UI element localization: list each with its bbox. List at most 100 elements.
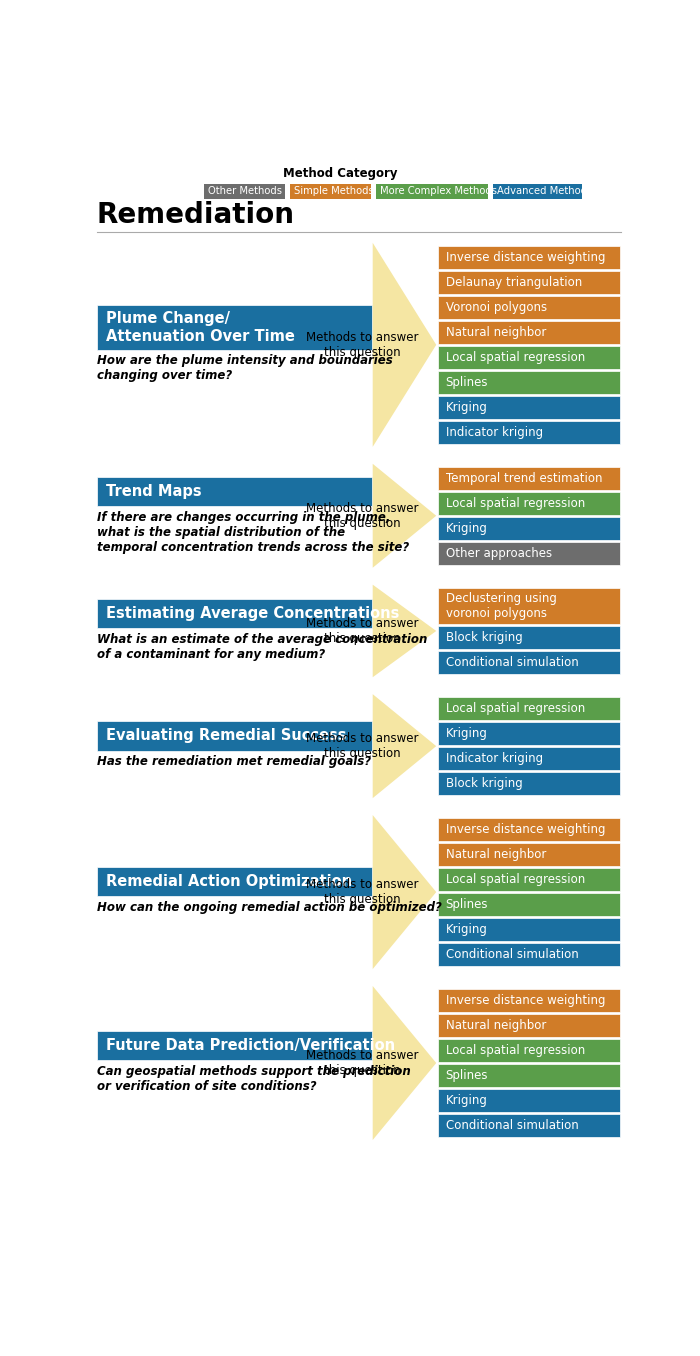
Text: Inverse distance weighting: Inverse distance weighting	[445, 823, 605, 837]
Bar	[438, 466, 620, 490]
Text: Splines: Splines	[445, 898, 488, 911]
Text: Methods to answer
this question: Methods to answer this question	[306, 617, 419, 645]
Polygon shape	[372, 986, 436, 1140]
Text: Other Methods: Other Methods	[209, 186, 282, 197]
Bar	[97, 477, 372, 506]
Text: Methods to answer
this question: Methods to answer this question	[306, 1050, 419, 1077]
Polygon shape	[372, 815, 436, 970]
Text: Natural neighbor: Natural neighbor	[445, 848, 546, 861]
Text: Plume Change/
Attenuation Over Time: Plume Change/ Attenuation Over Time	[106, 312, 295, 343]
Bar	[438, 296, 620, 319]
Text: Kriging: Kriging	[445, 727, 487, 740]
Bar	[97, 721, 372, 751]
Bar	[438, 245, 620, 268]
Text: Evaluating Remedial Success: Evaluating Remedial Success	[106, 728, 346, 743]
Bar	[493, 183, 582, 199]
Bar	[438, 747, 620, 770]
Bar	[97, 305, 372, 350]
Text: Natural neighbor: Natural neighbor	[445, 1018, 546, 1032]
Text: Can geospatial methods support the prediction
or verification of site conditions: Can geospatial methods support the predi…	[97, 1064, 410, 1093]
Bar	[438, 1014, 620, 1037]
Bar	[438, 542, 620, 564]
Text: Remediation: Remediation	[97, 201, 295, 229]
Polygon shape	[372, 464, 436, 568]
Bar	[438, 894, 620, 915]
Text: Method Category: Method Category	[283, 167, 398, 179]
Bar	[97, 1031, 372, 1060]
Text: Methods to answer
this question: Methods to answer this question	[306, 732, 419, 761]
Polygon shape	[372, 694, 436, 799]
Bar	[97, 868, 372, 896]
Text: Indicator kriging: Indicator kriging	[445, 753, 542, 765]
Text: Simple Methods: Simple Methods	[295, 186, 374, 197]
Polygon shape	[372, 243, 436, 447]
Text: Local spatial regression: Local spatial regression	[445, 1044, 584, 1056]
Bar	[438, 1064, 620, 1088]
Text: How can the ongoing remedial action be optimized?: How can the ongoing remedial action be o…	[97, 902, 442, 914]
Text: Trend Maps: Trend Maps	[106, 484, 202, 499]
Text: Splines: Splines	[445, 1069, 488, 1082]
Text: Kriging: Kriging	[445, 401, 487, 414]
Bar	[438, 723, 620, 744]
Text: Future Data Prediction/Verification: Future Data Prediction/Verification	[106, 1039, 395, 1054]
Bar	[438, 517, 620, 540]
Text: Local spatial regression: Local spatial regression	[445, 496, 584, 510]
Text: Declustering using
voronoi polygons: Declustering using voronoi polygons	[445, 593, 556, 620]
Bar	[438, 697, 620, 720]
Bar	[97, 599, 372, 628]
Text: Local spatial regression: Local spatial regression	[445, 873, 584, 885]
Text: Kriging: Kriging	[445, 1094, 487, 1106]
Bar	[438, 321, 620, 343]
Bar	[376, 183, 488, 199]
Bar	[438, 626, 620, 650]
Text: Splines: Splines	[445, 376, 488, 389]
Text: Inverse distance weighting: Inverse distance weighting	[445, 251, 605, 263]
Text: How are the plume intensity and boundaries
changing over time?: How are the plume intensity and boundari…	[97, 354, 393, 382]
Text: Kriging: Kriging	[445, 923, 487, 936]
Bar	[438, 587, 620, 624]
Text: Estimating Average Concentrations: Estimating Average Concentrations	[106, 606, 400, 621]
Text: Advanced Methods: Advanced Methods	[498, 186, 593, 197]
Text: Voronoi polygons: Voronoi polygons	[445, 301, 547, 313]
Text: Indicator kriging: Indicator kriging	[445, 426, 542, 439]
Bar	[438, 1039, 620, 1062]
Text: Kriging: Kriging	[445, 522, 487, 534]
Bar	[438, 396, 620, 419]
Text: Methods to answer
this question: Methods to answer this question	[306, 331, 419, 359]
Text: Block kriging: Block kriging	[445, 777, 522, 791]
Text: Conditional simulation: Conditional simulation	[445, 1119, 578, 1132]
Text: Local spatial regression: Local spatial regression	[445, 702, 584, 715]
Bar	[438, 1115, 620, 1136]
Polygon shape	[372, 584, 436, 677]
Text: Local spatial regression: Local spatial regression	[445, 351, 584, 363]
Bar	[438, 773, 620, 795]
Bar	[438, 818, 620, 841]
Text: Natural neighbor: Natural neighbor	[445, 325, 546, 339]
Text: What is an estimate of the average concentration
of a contaminant for any medium: What is an estimate of the average conce…	[97, 633, 427, 660]
Text: Remedial Action Optimization: Remedial Action Optimization	[106, 875, 352, 890]
Bar	[204, 183, 285, 199]
Text: Other approaches: Other approaches	[445, 546, 552, 560]
Bar	[438, 492, 620, 515]
Bar	[438, 989, 620, 1012]
Text: Methods to answer
this question: Methods to answer this question	[306, 879, 419, 906]
Text: Delaunay triangulation: Delaunay triangulation	[445, 275, 582, 289]
Text: More Complex Methods: More Complex Methods	[381, 186, 498, 197]
Text: Conditional simulation: Conditional simulation	[445, 948, 578, 961]
Bar	[438, 651, 620, 674]
Text: Block kriging: Block kriging	[445, 632, 522, 644]
Text: Has the remediation met remedial goals?: Has the remediation met remedial goals?	[97, 755, 371, 769]
Bar	[438, 372, 620, 393]
Bar	[438, 1089, 620, 1112]
Bar	[438, 346, 620, 369]
Bar	[438, 422, 620, 443]
Bar	[438, 918, 620, 941]
Bar	[290, 183, 371, 199]
Bar	[438, 843, 620, 866]
Text: Temporal trend estimation: Temporal trend estimation	[445, 472, 602, 484]
Bar	[438, 271, 620, 294]
Bar	[438, 944, 620, 965]
Text: Methods to answer
this question: Methods to answer this question	[306, 502, 419, 530]
Text: Inverse distance weighting: Inverse distance weighting	[445, 994, 605, 1008]
Bar	[438, 868, 620, 891]
